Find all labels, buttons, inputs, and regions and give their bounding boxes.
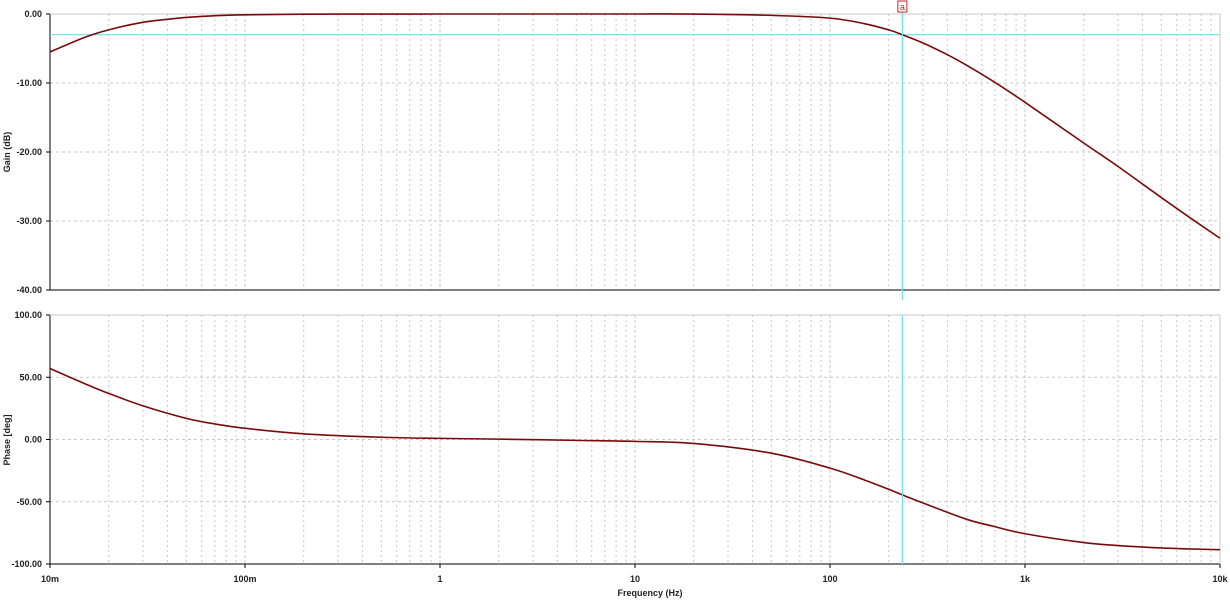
x-tick-label: 10k bbox=[1212, 574, 1228, 584]
x-axis-labels: 10m 100m 1 10 100 1k 10k bbox=[41, 564, 1228, 584]
y-tick-label: -20.00 bbox=[16, 147, 42, 157]
y-tick-label: 50.00 bbox=[19, 372, 42, 382]
cursor-label-box[interactable] bbox=[897, 0, 908, 13]
phase-trace bbox=[49, 367, 1221, 551]
x-tick-label: 10 bbox=[630, 574, 640, 584]
cursor-layer[interactable]: a bbox=[897, 0, 908, 564]
x-tick-label: 1k bbox=[1020, 574, 1031, 584]
x-tick-label: 1 bbox=[437, 574, 442, 584]
y-tick-label: 0.00 bbox=[24, 435, 42, 445]
y-axis-title: Gain (dB) bbox=[2, 132, 12, 173]
phase-panel: 100.00 50.00 0.00 -50.00 -100.00 Phase [deg] bbox=[2, 310, 1221, 569]
x-tick-label: 100m bbox=[233, 574, 256, 584]
y-tick-label: -30.00 bbox=[16, 216, 42, 226]
y-tick-label: -100.00 bbox=[11, 559, 42, 569]
y-tick-label: -10.00 bbox=[16, 78, 42, 88]
cursor-label[interactable]: a bbox=[900, 2, 905, 12]
x-tick-label: 10m bbox=[41, 574, 59, 584]
x-axis-title: Frequency (Hz) bbox=[617, 588, 682, 598]
y-axis-title: Phase [deg] bbox=[2, 414, 12, 465]
x-tick-label: 100 bbox=[822, 574, 837, 584]
y-tick-label: 0.00 bbox=[24, 9, 42, 19]
gain-panel: 0.00 -10.00 -20.00 -30.00 -40.00 Gain (dB) bbox=[2, 9, 1221, 295]
y-tick-label: -50.00 bbox=[16, 497, 42, 507]
y-tick-label: 100.00 bbox=[14, 310, 42, 320]
y-tick-label: -40.00 bbox=[16, 285, 42, 295]
gain-trace bbox=[49, 13, 1221, 239]
